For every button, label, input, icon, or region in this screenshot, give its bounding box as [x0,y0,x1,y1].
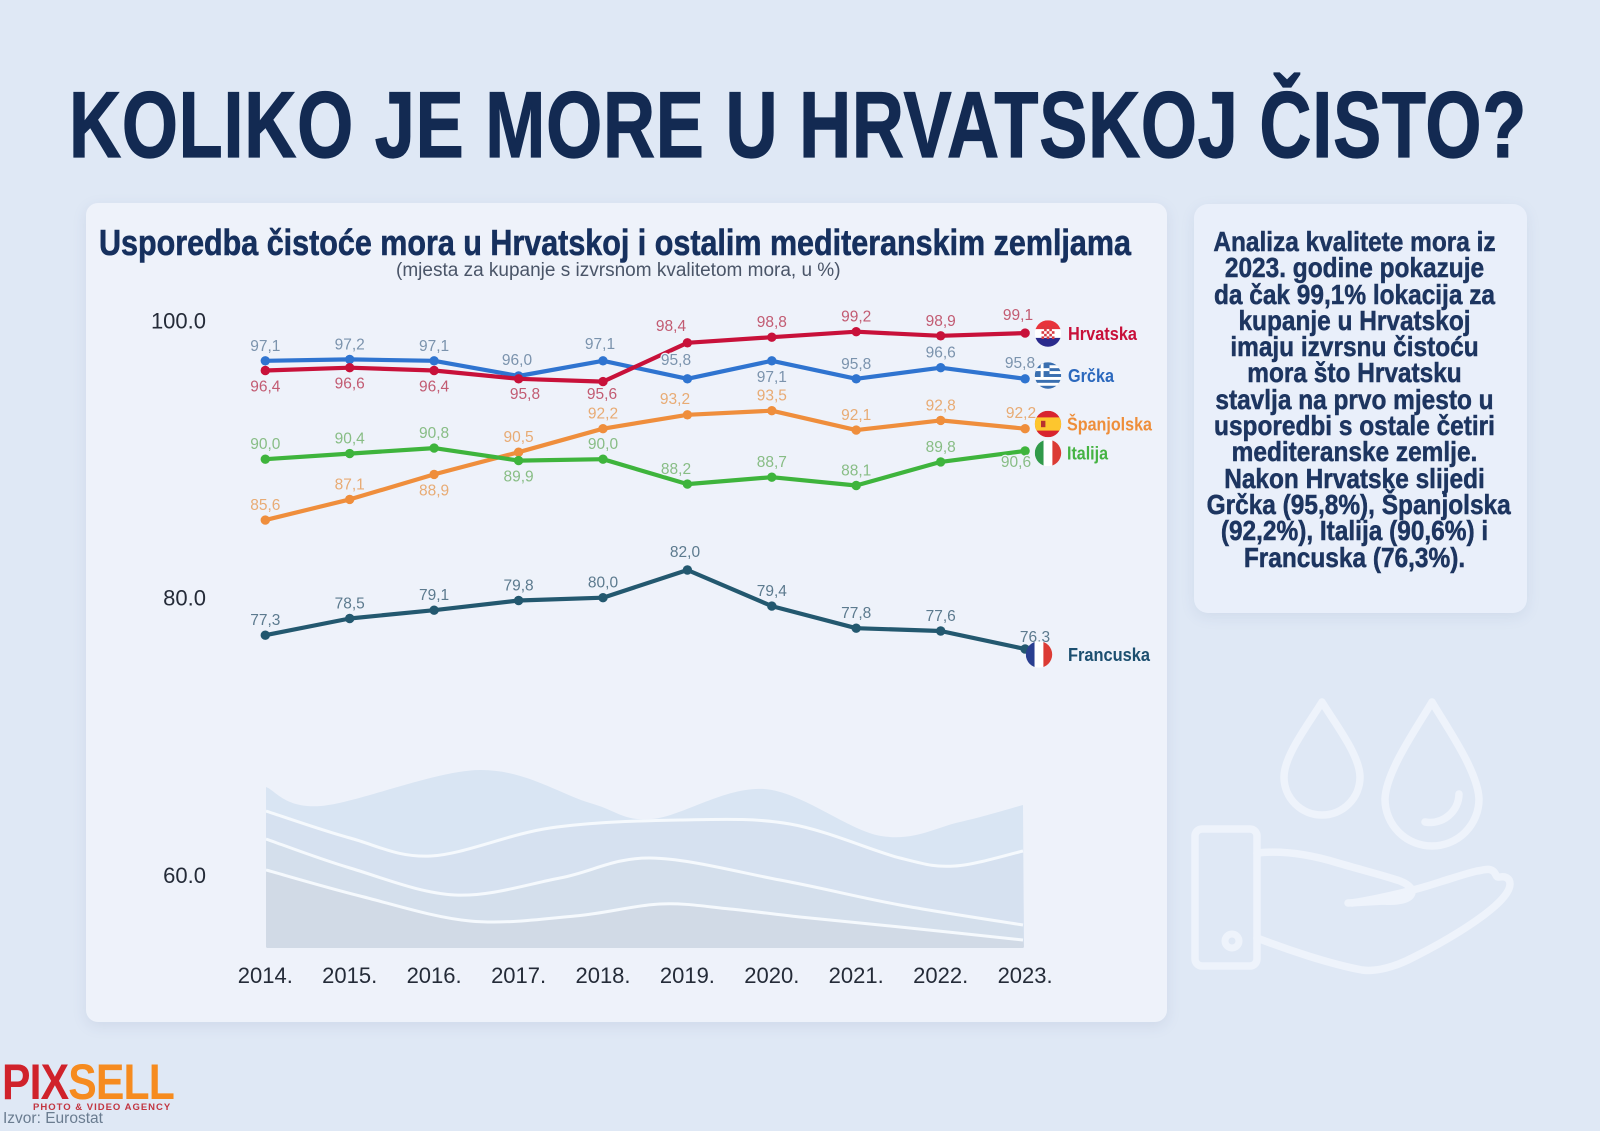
svg-text:80.0: 80.0 [163,586,206,611]
svg-text:98,4: 98,4 [656,318,687,335]
svg-text:95,8: 95,8 [510,386,540,403]
svg-text:92,2: 92,2 [588,406,618,423]
svg-text:96,6: 96,6 [926,345,956,362]
svg-text:85,6: 85,6 [250,497,280,514]
svg-text:87,1: 87,1 [335,476,365,493]
svg-text:92,8: 92,8 [926,397,956,414]
svg-text:89,8: 89,8 [926,439,956,456]
svg-text:97,1: 97,1 [250,338,280,355]
svg-text:2023.: 2023. [998,963,1053,988]
svg-text:Hrvatska: Hrvatska [1068,323,1138,344]
svg-text:Grčka: Grčka [1068,365,1115,386]
svg-text:Italija: Italija [1067,443,1109,464]
svg-text:2019.: 2019. [660,963,715,988]
svg-text:2021.: 2021. [829,963,884,988]
svg-text:98,9: 98,9 [926,313,956,330]
svg-text:92,2: 92,2 [1006,405,1036,422]
svg-text:97,1: 97,1 [757,369,787,386]
svg-text:80,0: 80,0 [588,575,619,592]
svg-text:78,5: 78,5 [335,596,365,613]
svg-text:96,0: 96,0 [502,352,533,369]
svg-text:95,6: 95,6 [587,386,617,403]
svg-text:90,6: 90,6 [1001,454,1031,471]
svg-text:90,0: 90,0 [588,436,619,453]
svg-text:100.0: 100.0 [151,309,206,334]
svg-text:2022.: 2022. [913,963,968,988]
svg-text:97,1: 97,1 [419,338,449,355]
svg-text:88,7: 88,7 [757,454,787,471]
svg-text:99,1: 99,1 [1003,307,1033,324]
svg-text:96,4: 96,4 [419,379,450,396]
svg-text:2014.: 2014. [238,963,293,988]
svg-text:79,8: 79,8 [504,578,534,595]
svg-text:2015.: 2015. [322,963,377,988]
svg-text:2020.: 2020. [744,963,799,988]
svg-text:97,2: 97,2 [335,336,365,353]
svg-text:98,8: 98,8 [757,314,787,331]
svg-text:89,9: 89,9 [504,469,534,486]
svg-text:97,1: 97,1 [585,336,615,353]
svg-text:96,4: 96,4 [250,379,281,396]
svg-text:90,4: 90,4 [335,431,366,448]
svg-text:90,8: 90,8 [419,425,449,442]
svg-text:92,1: 92,1 [841,407,871,424]
svg-text:60.0: 60.0 [163,863,206,888]
svg-text:82,0: 82,0 [670,544,701,561]
svg-text:88,2: 88,2 [661,461,691,478]
svg-text:95,8: 95,8 [661,352,691,369]
svg-text:2017.: 2017. [491,963,546,988]
svg-text:2018.: 2018. [575,963,630,988]
svg-text:88,9: 88,9 [419,482,449,499]
svg-text:95,8: 95,8 [841,356,871,373]
svg-text:79,4: 79,4 [757,583,788,600]
svg-text:95,8: 95,8 [1005,355,1035,372]
svg-text:96,6: 96,6 [335,376,365,393]
svg-text:88,1: 88,1 [841,463,871,480]
svg-text:93,2: 93,2 [660,391,690,408]
svg-text:90,5: 90,5 [504,429,534,446]
svg-text:90,0: 90,0 [250,436,281,453]
svg-text:Španjolska: Španjolska [1067,414,1153,435]
svg-text:77,6: 77,6 [926,608,956,625]
svg-text:2016.: 2016. [407,963,462,988]
svg-text:77,3: 77,3 [250,612,280,629]
svg-text:Francuska: Francuska [1068,644,1151,665]
svg-text:93,5: 93,5 [757,388,787,405]
svg-text:99,2: 99,2 [841,309,871,326]
svg-text:77,8: 77,8 [841,605,871,622]
svg-text:79,1: 79,1 [419,587,449,604]
